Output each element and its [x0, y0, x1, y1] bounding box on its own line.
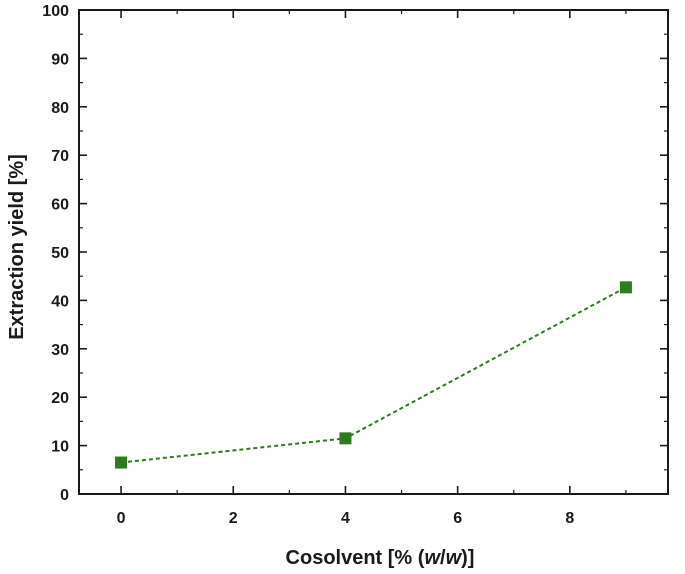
x-tick-label: 0 — [117, 510, 126, 527]
x-axis-title-part: w — [446, 547, 463, 569]
y-tick-label: 40 — [51, 293, 69, 310]
data-point — [619, 281, 632, 294]
x-axis-title-part: )] — [461, 547, 474, 569]
x-axis-title-part: Cosolvent [% ( — [286, 547, 425, 569]
data-point — [339, 432, 352, 445]
y-tick-label: 100 — [42, 3, 69, 20]
y-tick-label: 20 — [51, 390, 69, 407]
plot-frame — [78, 9, 669, 495]
series-line — [120, 286, 627, 464]
x-tick-label: 4 — [341, 510, 350, 527]
x-tick-label: 6 — [453, 510, 462, 527]
y-tick-label: 90 — [51, 51, 69, 68]
x-axis-title-part: w — [424, 547, 441, 569]
y-tick-label: 10 — [51, 439, 69, 456]
y-tick-label: 30 — [51, 342, 69, 359]
x-axis-title-part: / — [440, 547, 446, 569]
plot-layer: 0 10 20 30 40 50 60 70 80 90 100 0 2 4 6 8 — [42, 3, 669, 527]
y-axis-title: Extraction yield [%] — [6, 154, 28, 340]
y-tick-label: 50 — [51, 245, 69, 262]
x-tick-label: 2 — [229, 510, 238, 527]
x-axis-title: Cosolvent [% (w/w)] — [286, 547, 475, 569]
x-tick-label: 8 — [565, 510, 574, 527]
y-tick-label: 80 — [51, 100, 69, 117]
y-tick-label: 0 — [60, 487, 69, 504]
y-tick-label: 60 — [51, 197, 69, 214]
y-tick-label: 70 — [51, 148, 69, 165]
data-point — [115, 456, 128, 469]
